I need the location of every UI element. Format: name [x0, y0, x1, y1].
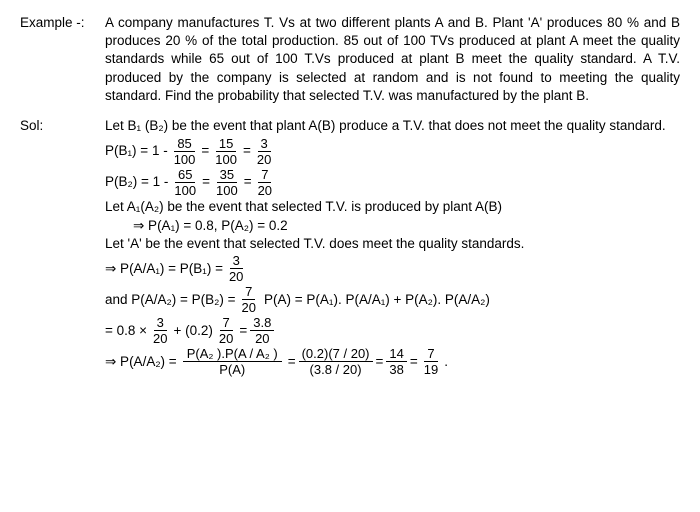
frac-7-20: 720	[255, 168, 275, 197]
frac-38-20: 3.820	[250, 316, 274, 345]
frac-3-20b: 320	[226, 254, 246, 283]
pa-vals: ⇒ P(A₁) = 0.8, P(A₂) = 0.2	[105, 217, 680, 235]
problem-text: A company manufactures T. Vs at two diff…	[105, 14, 680, 105]
eq8: =	[410, 353, 418, 371]
eq5: =	[239, 322, 247, 340]
frac-7-20b: 720	[239, 285, 259, 314]
final-arrow: ⇒ P(A/A₂) =	[105, 353, 177, 371]
sol-label: Sol:	[20, 117, 105, 135]
sol-line1: Let B₁ (B₂) be the event that plant A(B)…	[105, 117, 680, 135]
frac-35-100: 35100	[213, 168, 241, 197]
calc-line: = 0.8 × 320 + (0.2) 720 = 3.820	[105, 316, 680, 346]
eq1: =	[201, 142, 209, 160]
line-a: Let 'A' be the event that selected T.V. …	[105, 235, 680, 253]
final-line: ⇒ P(A/A₂) = P(A₂ ).P(A / A₂ ) P(A) = (0.…	[105, 347, 680, 377]
pb1-lhs: P(B₁) = 1 -	[105, 142, 168, 160]
eq4: =	[244, 173, 252, 191]
and-paa2: and P(A/A₂) = P(B₂) =	[105, 291, 236, 309]
pb1-eq: P(B₁) = 1 - 85100 = 15100 = 320	[105, 136, 680, 166]
frac-15-100: 15100	[212, 137, 240, 166]
frac-7-19: 719	[421, 347, 441, 376]
pb2-eq: P(B₂) = 1 - 65100 = 35100 = 720	[105, 167, 680, 197]
paa1-eq: ⇒ P(A/A₁) = P(B₁) = 320	[105, 254, 680, 284]
eq3: =	[202, 173, 210, 191]
calc-lhs: = 0.8 ×	[105, 322, 147, 340]
plus02: + (0.2)	[174, 322, 213, 340]
frac-14-38: 1438	[386, 347, 406, 376]
sub-frac: (0.2)(7 / 20) (3.8 / 20)	[299, 347, 373, 376]
frac-65-100: 65100	[171, 168, 199, 197]
frac-3-20c: 320	[150, 316, 170, 345]
bayes-frac: P(A₂ ).P(A / A₂ ) P(A)	[183, 347, 282, 376]
paa2-eq: and P(A/A₂) = P(B₂) = 720 P(A) = P(A₁). …	[105, 285, 680, 315]
final-dot: .	[444, 353, 448, 371]
pb2-lhs: P(B₂) = 1 -	[105, 173, 168, 191]
paa1-lhs: ⇒ P(A/A₁) = P(B₁) =	[105, 260, 223, 278]
pa-expand: P(A) = P(A₁). P(A/A₁) + P(A₂). P(A/A₂)	[264, 291, 490, 309]
eq2: =	[243, 142, 251, 160]
frac-85-100: 85100	[171, 137, 199, 166]
solution-body: Let B₁ (B₂) be the event that plant A(B)…	[105, 117, 680, 378]
eq7: =	[376, 353, 384, 371]
line-a1a2: Let A₁(A₂) be the event that selected T.…	[105, 198, 680, 216]
frac-7-20c: 720	[216, 316, 236, 345]
example-label: Example -:	[20, 14, 105, 32]
eq6: =	[288, 353, 296, 371]
frac-3-20: 320	[254, 137, 274, 166]
